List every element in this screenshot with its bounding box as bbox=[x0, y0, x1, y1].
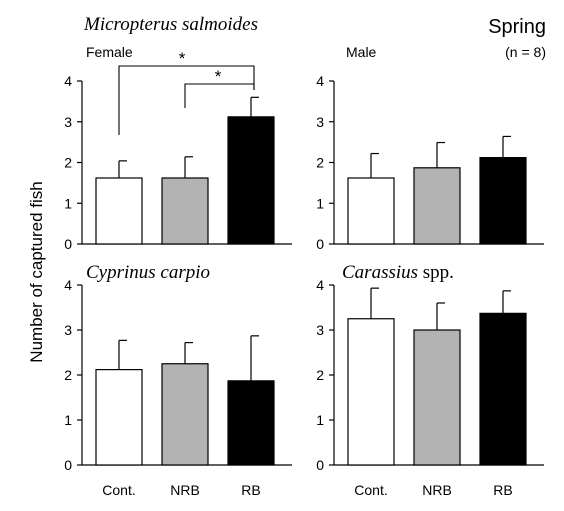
y-tick-label: 4 bbox=[316, 73, 324, 89]
chart-panel-4: Carassius spp. 0 1 2 3 4 Cont. NRB RB bbox=[316, 262, 544, 498]
y-tick-label: 1 bbox=[64, 195, 72, 211]
y-tick-label: 3 bbox=[316, 114, 324, 130]
y-tick-label: 4 bbox=[316, 277, 324, 293]
bar-rb bbox=[227, 116, 275, 245]
x-tick-label: NRB bbox=[422, 482, 452, 498]
bar-cont bbox=[347, 318, 395, 466]
sample-size-label: (n = 8) bbox=[505, 44, 546, 60]
panel-subtitle: Male bbox=[346, 44, 377, 60]
significance-star: * bbox=[215, 67, 222, 86]
y-tick-label: 1 bbox=[316, 195, 324, 211]
y-tick-label: 0 bbox=[64, 236, 72, 252]
season-label: Spring bbox=[488, 16, 546, 38]
y-tick-label: 0 bbox=[316, 457, 324, 473]
y-tick-label: 0 bbox=[316, 236, 324, 252]
chart-panel-3: Cyprinus carpio 0 1 2 3 4 Cont. NRB RB bbox=[64, 262, 292, 498]
panel-title-species: Carassius bbox=[342, 262, 418, 283]
panel-title: Cyprinus carpio bbox=[86, 262, 210, 283]
y-tick-label: 3 bbox=[64, 114, 72, 130]
significance-bracket bbox=[118, 65, 255, 135]
bar-cont bbox=[95, 177, 143, 245]
x-tick-label: RB bbox=[493, 482, 512, 498]
panel-title-suffix: spp. bbox=[418, 262, 454, 283]
y-tick-label: 0 bbox=[64, 457, 72, 473]
panel-title: Carassius spp. bbox=[342, 262, 454, 283]
bar-nrb bbox=[161, 177, 209, 245]
y-tick-label: 1 bbox=[316, 412, 324, 428]
x-tick-label: Cont. bbox=[354, 482, 387, 498]
bar-cont bbox=[347, 177, 395, 245]
y-tick-label: 2 bbox=[64, 155, 72, 171]
chart-panels: Micropterus salmoides Female 0 1 2 3 4 * * Male 0 1… bbox=[64, 14, 544, 498]
y-tick-label: 3 bbox=[64, 322, 72, 338]
bar-nrb bbox=[413, 329, 461, 466]
y-tick-label: 4 bbox=[64, 73, 72, 89]
x-tick-label: RB bbox=[241, 482, 260, 498]
bar-cont bbox=[95, 369, 143, 466]
bar-rb bbox=[227, 380, 275, 466]
y-tick-label: 4 bbox=[64, 277, 72, 293]
panel-title-species: Micropterus salmoides bbox=[83, 14, 258, 35]
chart-panel-2: Male 0 1 2 3 4 bbox=[316, 44, 544, 252]
panel-subtitle: Female bbox=[86, 44, 133, 60]
y-tick-label: 2 bbox=[316, 155, 324, 171]
bar-rb bbox=[479, 157, 527, 245]
panel-title: Micropterus salmoides bbox=[83, 14, 258, 35]
x-tick-label: NRB bbox=[170, 482, 200, 498]
significance-bracket bbox=[184, 83, 255, 108]
bar-nrb bbox=[413, 167, 461, 245]
panel-title-species: Cyprinus carpio bbox=[86, 262, 210, 283]
y-tick-label: 2 bbox=[316, 367, 324, 383]
significance-star: * bbox=[179, 49, 186, 68]
y-tick-label: 2 bbox=[64, 367, 72, 383]
y-tick-label: 1 bbox=[64, 412, 72, 428]
y-axis-label: Number of captured fish bbox=[27, 181, 46, 362]
bar-rb bbox=[479, 312, 527, 466]
chart-panel-1: Micropterus salmoides Female 0 1 2 3 4 * * bbox=[64, 14, 292, 252]
bar-nrb bbox=[161, 363, 209, 466]
x-tick-label: Cont. bbox=[102, 482, 135, 498]
y-tick-label: 3 bbox=[316, 322, 324, 338]
